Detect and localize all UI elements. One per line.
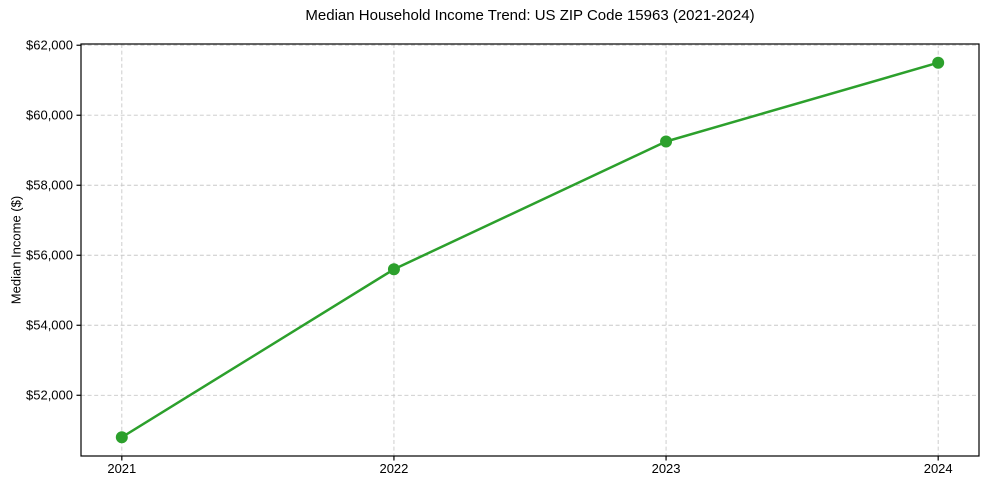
y-tick-label: $54,000 [26, 317, 73, 333]
y-tick-label: $58,000 [26, 177, 73, 193]
data-point-2021 [115, 431, 128, 444]
x-tick-label: 2024 [923, 461, 953, 476]
y-tick-labels: $52,000 $54,000 $56,000 $58,000 $60,000 $62,0… [0, 0, 73, 490]
x-tick-label: 2021 [107, 461, 137, 476]
y-tick-label: $60,000 [26, 107, 73, 123]
chart-title: Median Household Income Trend: US ZIP Co… [305, 7, 755, 24]
y-tick-label: $62,000 [26, 37, 73, 53]
data-point-2023 [660, 135, 673, 148]
x-tick-label: 2022 [379, 461, 409, 476]
data-point-2024 [932, 56, 945, 69]
data-point-2022 [387, 263, 400, 276]
plot-border [80, 43, 980, 457]
x-tick-label: 2023 [651, 461, 681, 476]
income-line-series [120, 61, 940, 439]
y-tick-label: $52,000 [26, 387, 73, 403]
y-tick-label: $56,000 [26, 247, 73, 263]
